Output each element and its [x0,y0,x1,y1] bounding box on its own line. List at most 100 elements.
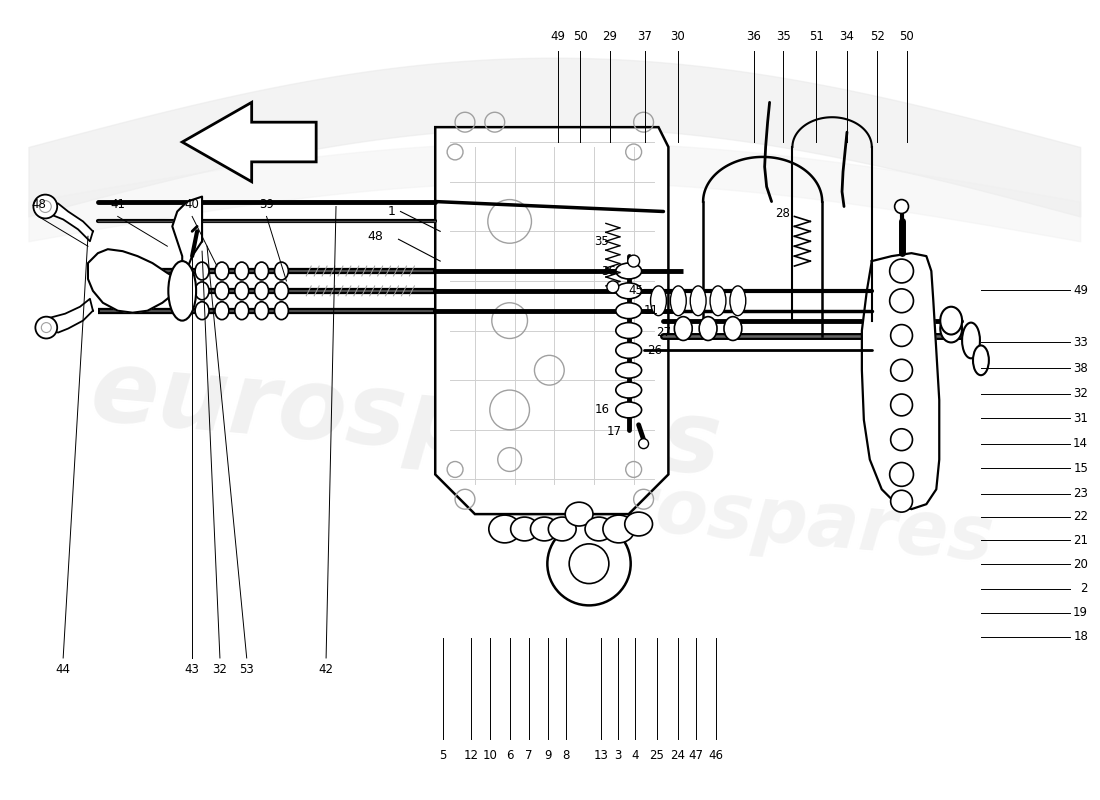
Circle shape [890,259,913,283]
Text: 31: 31 [1074,412,1088,425]
Text: 50: 50 [900,30,914,43]
Text: 26: 26 [647,344,662,357]
Text: 11: 11 [644,304,659,318]
Text: 29: 29 [603,30,617,43]
Ellipse shape [674,317,692,341]
Text: 34: 34 [839,30,855,43]
Text: 44: 44 [56,663,70,676]
Circle shape [891,394,913,416]
Text: 45: 45 [628,284,643,298]
Text: 12: 12 [464,750,478,762]
Circle shape [891,490,913,512]
Text: 10: 10 [483,750,497,762]
Ellipse shape [616,402,641,418]
Text: 4: 4 [631,750,639,762]
Ellipse shape [195,302,209,320]
Ellipse shape [214,262,229,280]
Ellipse shape [724,317,741,341]
Text: 38: 38 [1074,362,1088,374]
Text: 40: 40 [185,198,199,211]
Text: 16: 16 [594,403,609,417]
Ellipse shape [603,515,635,543]
Circle shape [890,462,913,486]
Ellipse shape [670,286,686,316]
Ellipse shape [255,262,268,280]
Circle shape [891,325,913,346]
Text: 19: 19 [1074,606,1088,619]
Circle shape [891,429,913,450]
Ellipse shape [616,382,641,398]
Text: eurospares: eurospares [509,461,997,577]
Text: 8: 8 [562,750,570,762]
Text: 36: 36 [747,30,761,43]
Ellipse shape [234,262,249,280]
Text: 15: 15 [1074,462,1088,474]
Ellipse shape [488,515,520,543]
Text: 1: 1 [387,205,396,218]
Text: 27: 27 [656,326,671,339]
Text: 41: 41 [110,198,125,211]
Ellipse shape [616,263,641,279]
Circle shape [40,201,52,213]
Polygon shape [88,197,202,313]
Ellipse shape [548,517,576,541]
Text: 46: 46 [708,750,724,762]
Text: 35: 35 [777,30,791,43]
Text: 3: 3 [614,750,622,762]
Ellipse shape [940,314,962,342]
Ellipse shape [962,322,980,358]
Circle shape [42,322,52,333]
Text: 48: 48 [367,230,384,242]
Circle shape [639,438,649,449]
Text: 48: 48 [31,198,46,211]
Text: 9: 9 [544,750,551,762]
Ellipse shape [616,302,641,318]
Ellipse shape [275,302,288,320]
Polygon shape [43,202,92,242]
Text: 49: 49 [1074,284,1088,297]
Polygon shape [44,298,92,333]
Ellipse shape [625,512,652,536]
Text: 52: 52 [870,30,884,43]
Circle shape [607,281,619,293]
Ellipse shape [234,302,249,320]
Text: 20: 20 [1074,558,1088,571]
Text: 32: 32 [1074,387,1088,400]
Text: 18: 18 [1074,630,1088,643]
Ellipse shape [168,261,196,321]
Ellipse shape [650,286,667,316]
Circle shape [894,199,909,214]
Text: 32: 32 [212,663,228,676]
Text: 50: 50 [573,30,587,43]
Ellipse shape [234,282,249,300]
Ellipse shape [940,306,962,334]
Ellipse shape [585,517,613,541]
Circle shape [569,544,609,583]
Text: 39: 39 [260,198,274,211]
Text: 22: 22 [1074,510,1088,523]
Ellipse shape [510,517,538,541]
Text: 25: 25 [649,750,664,762]
Text: 7: 7 [526,750,532,762]
Ellipse shape [616,283,641,298]
Text: 51: 51 [808,30,824,43]
Circle shape [35,317,57,338]
Text: 17: 17 [606,426,621,438]
Circle shape [33,194,57,218]
Ellipse shape [711,286,726,316]
Text: 49: 49 [550,30,565,43]
Ellipse shape [690,286,706,316]
Ellipse shape [700,317,717,341]
Text: 33: 33 [1074,335,1088,349]
Polygon shape [862,253,939,509]
Ellipse shape [275,282,288,300]
Ellipse shape [974,346,989,375]
Text: 28: 28 [776,207,790,220]
Polygon shape [183,102,316,182]
Text: 24: 24 [670,750,685,762]
Ellipse shape [275,262,288,280]
Ellipse shape [616,362,641,378]
Text: 36: 36 [602,265,616,278]
Circle shape [628,255,639,267]
Ellipse shape [214,302,229,320]
